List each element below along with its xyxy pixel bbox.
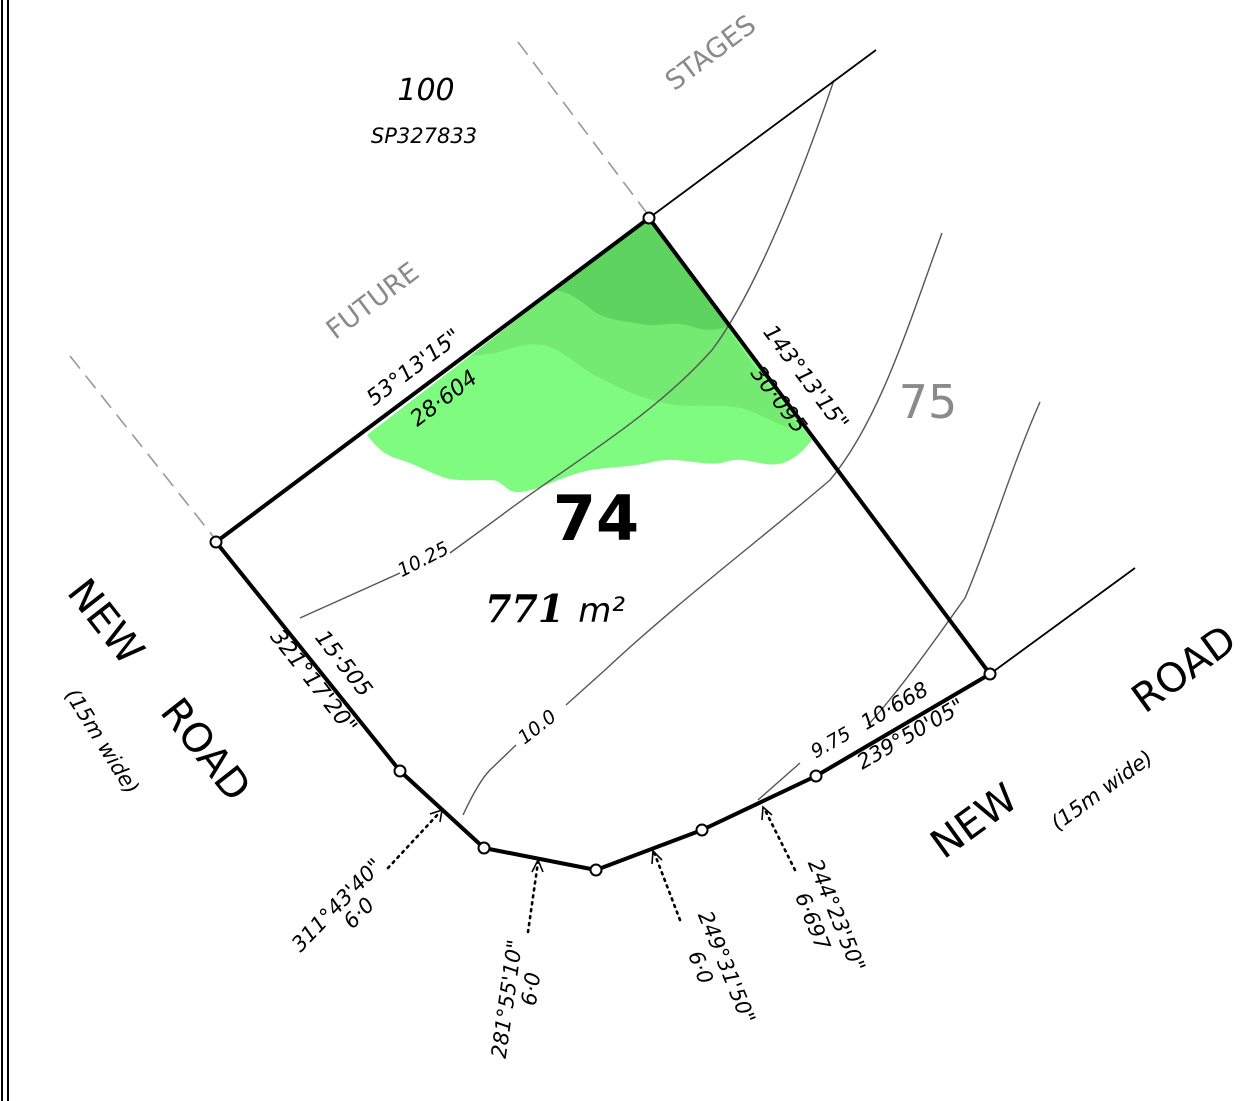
- future-boundary-dashed: [517, 41, 650, 217]
- survey-mark: [642, 211, 656, 225]
- contour-line: [757, 401, 1041, 801]
- lot-area-value: 771: [485, 586, 564, 631]
- chord-leader: [762, 806, 797, 872]
- chord-arrowhead: [651, 849, 663, 865]
- chord-leader: [386, 810, 442, 870]
- left-road-name-1: NEW: [58, 571, 153, 674]
- survey-mark: [809, 769, 823, 783]
- adjoining-boundary: [648, 49, 877, 219]
- right-road-width: (15m wide): [1046, 746, 1157, 836]
- vegetation-dark: [555, 218, 728, 330]
- lot-area-unit: m²: [578, 591, 625, 631]
- chord-leaders: [386, 805, 797, 934]
- vegetation-mid: [470, 218, 800, 430]
- right-road-name-1: NEW: [923, 775, 1027, 868]
- vegetation-area: [367, 218, 812, 493]
- lot-number: 74: [553, 482, 639, 555]
- adjoining-boundary: [989, 567, 1136, 675]
- future-stages-label-2: STAGES: [660, 9, 762, 97]
- adjoining-lot-100: 100: [397, 73, 454, 108]
- survey-marks: [209, 211, 997, 877]
- survey-mark: [393, 764, 407, 778]
- right-road-name-2: ROAD: [1124, 617, 1245, 723]
- chord-2-distance: 6·0: [517, 971, 545, 1007]
- chord-arrowhead: [761, 805, 773, 821]
- contour-line: [299, 79, 835, 619]
- chord-arrowhead: [531, 858, 544, 873]
- chord-leader: [652, 850, 682, 922]
- contour-lines: [299, 79, 1041, 816]
- survey-mark: [983, 667, 997, 681]
- left-road-width: (15m wide): [60, 684, 144, 798]
- lot-area: 771 m²: [485, 586, 625, 631]
- left-road-name-2: ROAD: [151, 690, 259, 810]
- contour-label: 10.0: [514, 706, 561, 749]
- chord-arrowhead: [429, 808, 444, 823]
- chord-leader: [526, 860, 540, 934]
- adjoining-plan-number: SP327833: [371, 124, 477, 148]
- survey-mark: [695, 823, 709, 837]
- future-boundary-dashed: [69, 355, 217, 541]
- contour-line: [462, 232, 943, 816]
- survey-mark: [477, 841, 491, 855]
- contour-label: 10.25: [394, 538, 452, 582]
- future-stages-label-1: FUTURE: [321, 257, 425, 346]
- survey-mark: [589, 863, 603, 877]
- survey-mark: [209, 535, 223, 549]
- adjoining-lot-75: 75: [899, 375, 958, 429]
